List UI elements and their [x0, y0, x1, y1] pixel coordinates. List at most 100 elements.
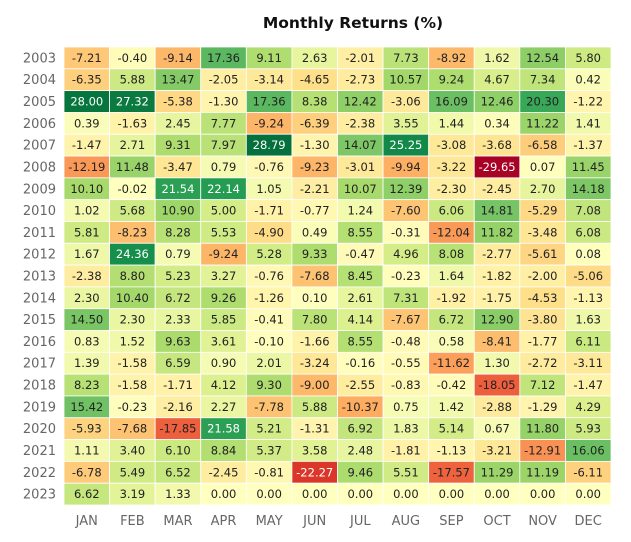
cell-value-label: -5.93	[72, 422, 102, 436]
cell-value-label: -0.76	[254, 160, 284, 174]
cell-value-label: 0.00	[439, 487, 465, 501]
cell-value-label: 1.52	[120, 334, 146, 348]
cell-value-label: -0.31	[391, 225, 421, 239]
cell-value-label: -1.92	[437, 291, 467, 305]
cell-value-label: -22.27	[296, 465, 333, 479]
cell-value-label: 3.27	[211, 269, 237, 283]
cell-value-label: -5.61	[528, 247, 558, 261]
cell-value-label: 0.00	[484, 487, 510, 501]
cell-value-label: 5.80	[575, 51, 601, 65]
cell-value-label: -3.14	[254, 73, 284, 87]
cell-value-label: 4.14	[347, 313, 373, 327]
cell-value-label: -1.58	[117, 356, 147, 370]
cell-value-label: 0.00	[575, 487, 601, 501]
cell-value-label: -6.78	[72, 465, 102, 479]
cell-value-label: 5.49	[120, 465, 146, 479]
cell-value-label: -0.41	[254, 313, 284, 327]
cell-value-label: 11.80	[526, 422, 559, 436]
x-tick-label: SEP	[439, 514, 463, 529]
cell-value-label: -2.30	[437, 182, 467, 196]
cell-value-label: 21.58	[207, 422, 240, 436]
x-tick-label: NOV	[528, 514, 557, 529]
cell-value-label: -0.42	[437, 378, 467, 392]
cell-value-label: 0.75	[393, 400, 419, 414]
cell-value-label: -1.58	[117, 378, 147, 392]
cell-value-label: -2.77	[482, 247, 512, 261]
cell-value-label: 5.68	[120, 204, 146, 218]
x-tick-label: FEB	[120, 514, 145, 529]
cell-value-label: -17.85	[159, 422, 196, 436]
cell-value-label: 25.25	[389, 138, 422, 152]
cell-value-label: -2.38	[345, 116, 375, 130]
cell-value-label: 1.02	[74, 204, 100, 218]
cell-value-label: 1.39	[74, 356, 100, 370]
cell-value-label: 1.41	[575, 116, 601, 130]
cell-value-label: 12.90	[481, 313, 514, 327]
cell-value-label: 5.00	[211, 204, 237, 218]
cell-value-label: -9.00	[300, 378, 330, 392]
cell-value-label: -8.41	[482, 334, 512, 348]
cell-value-label: -2.55	[345, 378, 375, 392]
cell-value-label: 5.21	[256, 422, 282, 436]
cell-value-label: -3.08	[437, 138, 467, 152]
y-tick-label: 2012	[23, 248, 56, 263]
cell-value-label: 2.70	[530, 182, 556, 196]
cell-value-label: -3.21	[482, 443, 512, 457]
cell-value-label: 4.67	[484, 73, 510, 87]
cell-value-label: 7.08	[575, 204, 601, 218]
cell-value-label: 17.36	[207, 51, 240, 65]
cell-value-label: 5.28	[256, 247, 282, 261]
cell-value-label: -4.65	[300, 73, 330, 87]
cell-value-label: -6.58	[528, 138, 558, 152]
cell-value-label: -1.29	[528, 400, 558, 414]
cell-value-label: -1.75	[482, 291, 512, 305]
y-tick-label: 2010	[23, 204, 56, 219]
cell-value-label: -5.38	[163, 95, 193, 109]
cell-value-label: -2.01	[345, 51, 375, 65]
cell-value-label: 22.14	[207, 182, 240, 196]
cell-value-label: 6.92	[347, 422, 373, 436]
cell-value-label: 11.22	[526, 116, 559, 130]
cell-value-label: -9.14	[163, 51, 193, 65]
cell-value-label: 0.10	[302, 291, 328, 305]
cell-value-label: -12.91	[524, 443, 561, 457]
cell-value-label: -1.37	[573, 138, 603, 152]
cell-value-label: -29.65	[479, 160, 516, 174]
cell-value-label: 5.37	[256, 443, 282, 457]
cell-value-label: 7.80	[302, 313, 328, 327]
cell-value-label: -4.90	[254, 225, 284, 239]
cell-value-label: 1.63	[575, 313, 601, 327]
cell-value-label: 7.34	[530, 73, 556, 87]
cell-value-label: 1.62	[484, 51, 510, 65]
y-tick-label: 2004	[23, 73, 56, 88]
cell-value-label: 0.00	[393, 487, 419, 501]
cell-value-label: 7.97	[211, 138, 237, 152]
cell-value-label: 9.33	[302, 247, 328, 261]
cell-value-label: 3.40	[120, 443, 146, 457]
cell-value-label: 7.31	[393, 291, 419, 305]
cell-value-label: -2.05	[209, 73, 239, 87]
cell-value-label: 4.96	[393, 247, 419, 261]
cell-value-label: 5.51	[393, 465, 419, 479]
y-tick-label: 2009	[23, 182, 56, 197]
cell-value-label: 11.48	[116, 160, 149, 174]
cell-value-label: 11.29	[481, 465, 514, 479]
cell-value-label: -1.13	[573, 291, 603, 305]
cell-value-label: 6.52	[165, 465, 191, 479]
cell-value-label: -2.45	[209, 465, 239, 479]
cell-value-label: 9.31	[165, 138, 191, 152]
x-tick-label: AUG	[392, 514, 420, 529]
cell-value-label: -0.83	[391, 378, 421, 392]
cell-value-label: 5.14	[439, 422, 465, 436]
cell-value-label: 1.83	[393, 422, 419, 436]
cell-value-label: 2.71	[120, 138, 146, 152]
cell-value-label: -3.48	[528, 225, 558, 239]
cell-value-label: 14.50	[70, 313, 103, 327]
cell-value-label: -3.22	[437, 160, 467, 174]
y-tick-label: 2023	[23, 488, 56, 503]
cell-value-label: 9.63	[165, 334, 191, 348]
cell-value-label: 6.08	[575, 225, 601, 239]
cell-value-label: 1.44	[439, 116, 465, 130]
cell-value-label: -1.47	[72, 138, 102, 152]
cell-value-label: 14.07	[344, 138, 377, 152]
